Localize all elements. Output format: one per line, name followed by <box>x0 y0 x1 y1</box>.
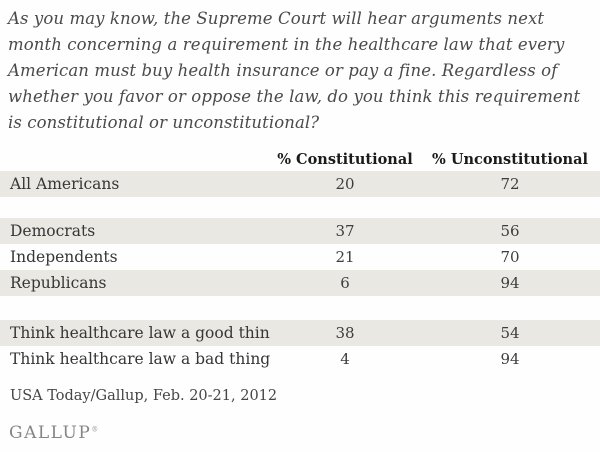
results-table: % Constitutional % Unconstitutional All … <box>0 148 600 372</box>
row-unconstitutional-value: 70 <box>500 248 520 266</box>
row-label: Think healthcare law a good thing <box>10 324 270 342</box>
row-unconstitutional-value: 72 <box>500 175 520 193</box>
table-header-row: % Constitutional % Unconstitutional <box>0 148 600 171</box>
source-text: USA Today/Gallup, Feb. 20-21, 2012 <box>10 388 278 404</box>
table-row: Think healthcare law a good thing 38 54 <box>0 320 600 346</box>
row-label: Republicans <box>10 274 107 292</box>
row-unconstitutional-value: 56 <box>500 222 520 240</box>
row-unconstitutional-value: 94 <box>500 274 520 292</box>
table-row: All Americans 20 72 <box>0 171 600 197</box>
table-row: Democrats 37 56 <box>0 218 600 244</box>
table-row: Republicans 6 94 <box>0 270 600 296</box>
row-unconstitutional-value: 94 <box>500 350 520 368</box>
row-constitutional-value: 21 <box>335 248 355 266</box>
row-label: Independents <box>10 248 118 266</box>
row-unconstitutional-value: 54 <box>500 324 520 342</box>
row-constitutional-value: 20 <box>335 175 355 193</box>
table-row: Independents 21 70 <box>0 244 600 270</box>
column-header-unconstitutional: % Unconstitutional <box>432 151 588 168</box>
row-constitutional-value: 4 <box>340 350 350 368</box>
row-constitutional-value: 38 <box>335 324 355 342</box>
row-constitutional-value: 37 <box>335 222 355 240</box>
table-row: Think healthcare law a bad thing 4 94 <box>0 346 600 372</box>
gallup-logo-text: GALLUP <box>9 423 92 443</box>
row-label: Democrats <box>10 222 96 240</box>
column-header-constitutional: % Constitutional <box>277 151 413 168</box>
question-text: As you may know, the Supreme Court will … <box>8 9 581 132</box>
gallup-logo: GALLUP® <box>9 423 98 443</box>
results-table-body: All Americans 20 72 Democrats 37 56 Inde… <box>0 171 600 372</box>
registered-mark: ® <box>91 425 99 434</box>
row-label: Think healthcare law a bad thing <box>10 350 270 368</box>
row-label: All Americans <box>10 175 120 193</box>
row-constitutional-value: 6 <box>340 274 350 292</box>
